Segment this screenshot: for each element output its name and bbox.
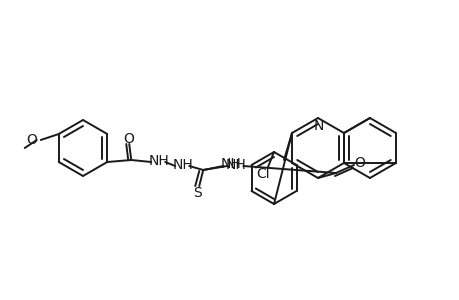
Text: Cl: Cl bbox=[256, 167, 269, 181]
Text: O: O bbox=[123, 132, 134, 146]
Text: S: S bbox=[192, 186, 201, 200]
Text: N: N bbox=[313, 119, 324, 133]
Text: O: O bbox=[354, 156, 364, 170]
Text: NH: NH bbox=[225, 158, 246, 172]
Text: NH: NH bbox=[173, 158, 193, 172]
Text: NH: NH bbox=[149, 154, 169, 168]
Text: O: O bbox=[26, 133, 37, 147]
Text: NH: NH bbox=[220, 157, 241, 171]
